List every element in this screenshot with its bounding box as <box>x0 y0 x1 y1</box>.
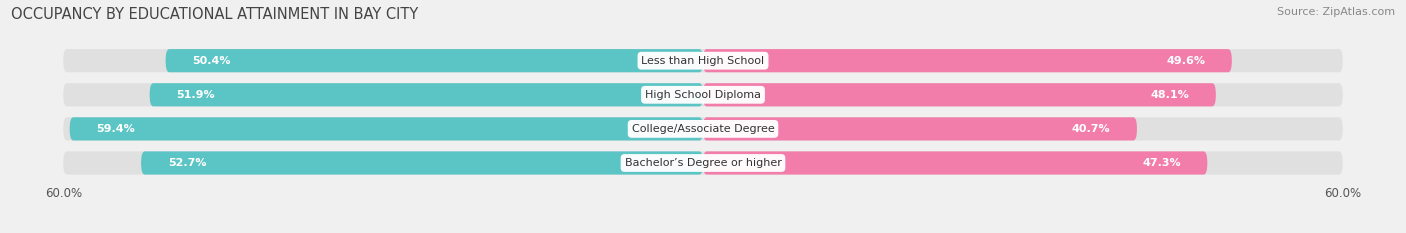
Text: Bachelor’s Degree or higher: Bachelor’s Degree or higher <box>624 158 782 168</box>
FancyBboxPatch shape <box>703 49 1232 72</box>
Text: High School Diploma: High School Diploma <box>645 90 761 100</box>
FancyBboxPatch shape <box>166 49 703 72</box>
FancyBboxPatch shape <box>703 151 1208 175</box>
Text: 47.3%: 47.3% <box>1142 158 1181 168</box>
FancyBboxPatch shape <box>70 117 703 140</box>
FancyBboxPatch shape <box>149 83 703 106</box>
Text: 40.7%: 40.7% <box>1071 124 1111 134</box>
Legend: Owner-occupied, Renter-occupied: Owner-occupied, Renter-occupied <box>575 230 831 233</box>
FancyBboxPatch shape <box>703 117 1137 140</box>
FancyBboxPatch shape <box>141 151 703 175</box>
Text: Source: ZipAtlas.com: Source: ZipAtlas.com <box>1277 7 1395 17</box>
Text: OCCUPANCY BY EDUCATIONAL ATTAINMENT IN BAY CITY: OCCUPANCY BY EDUCATIONAL ATTAINMENT IN B… <box>11 7 419 22</box>
FancyBboxPatch shape <box>63 117 1343 140</box>
Text: 59.4%: 59.4% <box>97 124 135 134</box>
Text: 50.4%: 50.4% <box>193 56 231 66</box>
FancyBboxPatch shape <box>703 83 1216 106</box>
Text: College/Associate Degree: College/Associate Degree <box>631 124 775 134</box>
Text: 51.9%: 51.9% <box>176 90 215 100</box>
FancyBboxPatch shape <box>63 151 1343 175</box>
FancyBboxPatch shape <box>63 83 1343 106</box>
Text: 52.7%: 52.7% <box>167 158 207 168</box>
Text: Less than High School: Less than High School <box>641 56 765 66</box>
FancyBboxPatch shape <box>63 49 1343 72</box>
Text: 49.6%: 49.6% <box>1166 56 1205 66</box>
Text: 48.1%: 48.1% <box>1150 90 1189 100</box>
